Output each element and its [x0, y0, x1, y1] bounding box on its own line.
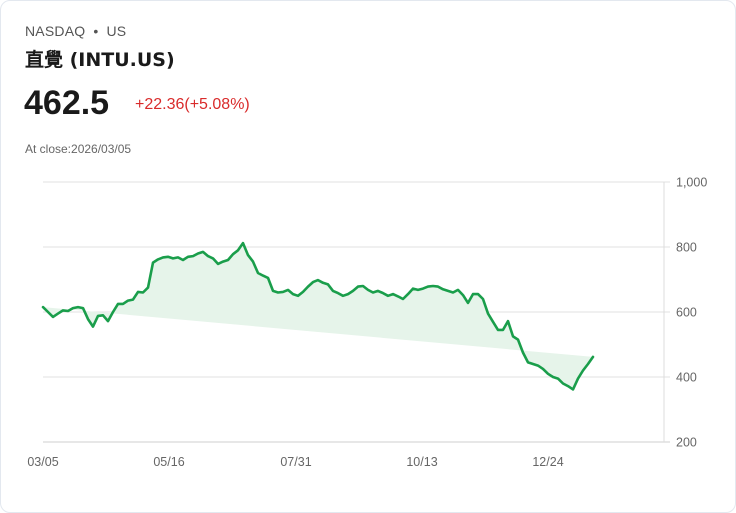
close-date: At close:2026/03/05 [25, 142, 132, 156]
price-change: +22.36(+5.08%) [135, 96, 250, 113]
y-tick-label: 200 [676, 436, 697, 450]
y-tick-label: 1,000 [676, 176, 707, 190]
y-tick-label: 800 [676, 241, 697, 255]
exchange-line: NASDAQ • US [25, 23, 126, 39]
x-tick-label: 05/16 [153, 455, 184, 469]
y-axis-ticks: 1,000 800 600 400 200 [676, 176, 707, 450]
x-tick-label: 03/05 [27, 455, 58, 469]
stock-title: 直覺 (INTU.US) [25, 49, 175, 71]
market-label: US [106, 23, 127, 39]
price-area [43, 243, 593, 390]
price-line [41, 241, 595, 391]
stock-price: 462.5 [24, 84, 110, 122]
x-axis-ticks: 03/05 05/16 07/31 10/13 12/24 [27, 455, 563, 469]
x-tick-label: 12/24 [532, 455, 563, 469]
x-tick-label: 10/13 [406, 455, 437, 469]
exchange-name: NASDAQ [25, 23, 86, 39]
y-tick-label: 600 [676, 306, 697, 320]
x-tick-label: 07/31 [280, 455, 311, 469]
y-tick-label: 400 [676, 371, 697, 385]
separator-dot: • [93, 23, 99, 39]
